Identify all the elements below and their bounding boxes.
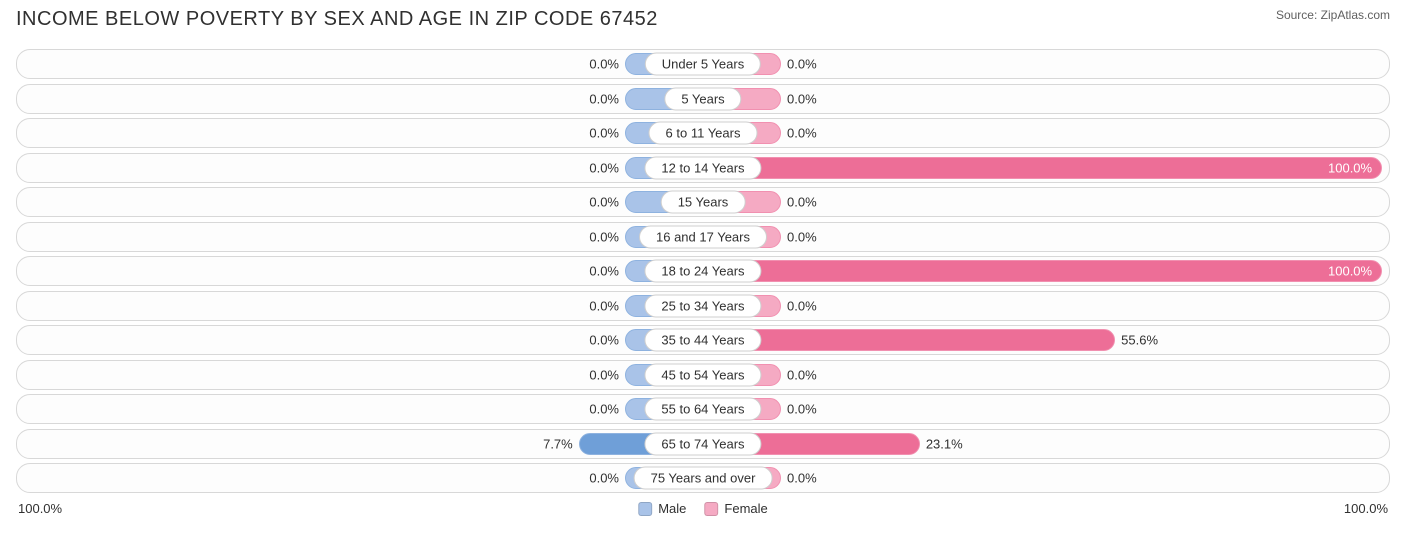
- value-female: 0.0%: [787, 57, 817, 72]
- bar-female: [703, 157, 1382, 179]
- age-label: 6 to 11 Years: [649, 122, 758, 145]
- chart-row: 0.0% 100.0% 12 to 14 Years: [16, 153, 1390, 183]
- value-male: 0.0%: [589, 126, 619, 141]
- value-male: 0.0%: [589, 298, 619, 313]
- value-female: 0.0%: [787, 298, 817, 313]
- value-female: 100.0%: [1328, 160, 1372, 175]
- legend-female: Female: [704, 501, 767, 516]
- value-female: 0.0%: [787, 195, 817, 210]
- value-female: 0.0%: [787, 126, 817, 141]
- age-label: 65 to 74 Years: [644, 432, 761, 455]
- value-male: 0.0%: [589, 333, 619, 348]
- value-male: 0.0%: [589, 229, 619, 244]
- chart-area: 0.0%0.0%Under 5 Years0.0%0.0%5 Years0.0%…: [16, 49, 1390, 493]
- age-label: 18 to 24 Years: [644, 260, 761, 283]
- value-male: 0.0%: [589, 264, 619, 279]
- header: INCOME BELOW POVERTY BY SEX AND AGE IN Z…: [16, 8, 1390, 31]
- value-male: 0.0%: [589, 57, 619, 72]
- footer: 100.0% Male Female 100.0%: [16, 498, 1390, 520]
- chart-container: INCOME BELOW POVERTY BY SEX AND AGE IN Z…: [0, 0, 1406, 559]
- age-label: 16 and 17 Years: [639, 225, 767, 248]
- chart-title: INCOME BELOW POVERTY BY SEX AND AGE IN Z…: [16, 8, 658, 31]
- age-label: 5 Years: [664, 87, 741, 110]
- value-female: 0.0%: [787, 402, 817, 417]
- bar-female: [703, 260, 1382, 282]
- age-label: 45 to 54 Years: [644, 363, 761, 386]
- value-male: 0.0%: [589, 160, 619, 175]
- value-female: 0.0%: [787, 367, 817, 382]
- value-female: 23.1%: [926, 436, 963, 451]
- value-male: 0.0%: [589, 195, 619, 210]
- chart-row: 0.0% 0.0% 55 to 64 Years: [16, 394, 1390, 424]
- chart-row: 0.0% 0.0% 5 Years: [16, 84, 1390, 114]
- chart-row: 0.0% 0.0% 15 Years: [16, 187, 1390, 217]
- chart-row: 0.0% 0.0% 25 to 34 Years: [16, 291, 1390, 321]
- chart-row: 0.0% 0.0% 75 Years and over: [16, 463, 1390, 493]
- value-male: 0.0%: [589, 471, 619, 486]
- value-female: 0.0%: [787, 471, 817, 486]
- legend-male: Male: [638, 501, 686, 516]
- chart-row: 0.0% 100.0% 18 to 24 Years: [16, 256, 1390, 286]
- swatch-male: [638, 502, 652, 516]
- age-label: 12 to 14 Years: [644, 156, 761, 179]
- age-label: 15 Years: [661, 191, 746, 214]
- value-male: 0.0%: [589, 402, 619, 417]
- age-label: Under 5 Years: [645, 53, 761, 76]
- chart-row: 0.0% 0.0% 16 and 17 Years: [16, 222, 1390, 252]
- value-female: 100.0%: [1328, 264, 1372, 279]
- age-label: 25 to 34 Years: [644, 294, 761, 317]
- axis-left-label: 100.0%: [18, 501, 62, 516]
- age-label: 55 to 64 Years: [644, 398, 761, 421]
- value-female: 55.6%: [1121, 333, 1158, 348]
- age-label: 75 Years and over: [634, 467, 773, 490]
- value-male: 0.0%: [589, 91, 619, 106]
- swatch-female: [704, 502, 718, 516]
- chart-row: 0.0% 0.0% 45 to 54 Years: [16, 360, 1390, 390]
- source-label: Source: ZipAtlas.com: [1276, 8, 1390, 22]
- value-female: 0.0%: [787, 229, 817, 244]
- chart-row: 7.7% 23.1% 65 to 74 Years: [16, 429, 1390, 459]
- chart-row: 0.0% 0.0% Under 5 Years: [16, 49, 1390, 79]
- value-male: 7.7%: [543, 436, 573, 451]
- legend-female-label: Female: [724, 501, 767, 516]
- age-label: 35 to 44 Years: [644, 329, 761, 352]
- value-female: 0.0%: [787, 91, 817, 106]
- bar-female: [703, 329, 1115, 351]
- chart-row: 0.0% 0.0% 6 to 11 Years: [16, 118, 1390, 148]
- axis-right-label: 100.0%: [1344, 501, 1388, 516]
- value-male: 0.0%: [589, 367, 619, 382]
- legend: Male Female: [638, 501, 768, 516]
- chart-row: 0.0% 55.6% 35 to 44 Years: [16, 325, 1390, 355]
- legend-male-label: Male: [658, 501, 686, 516]
